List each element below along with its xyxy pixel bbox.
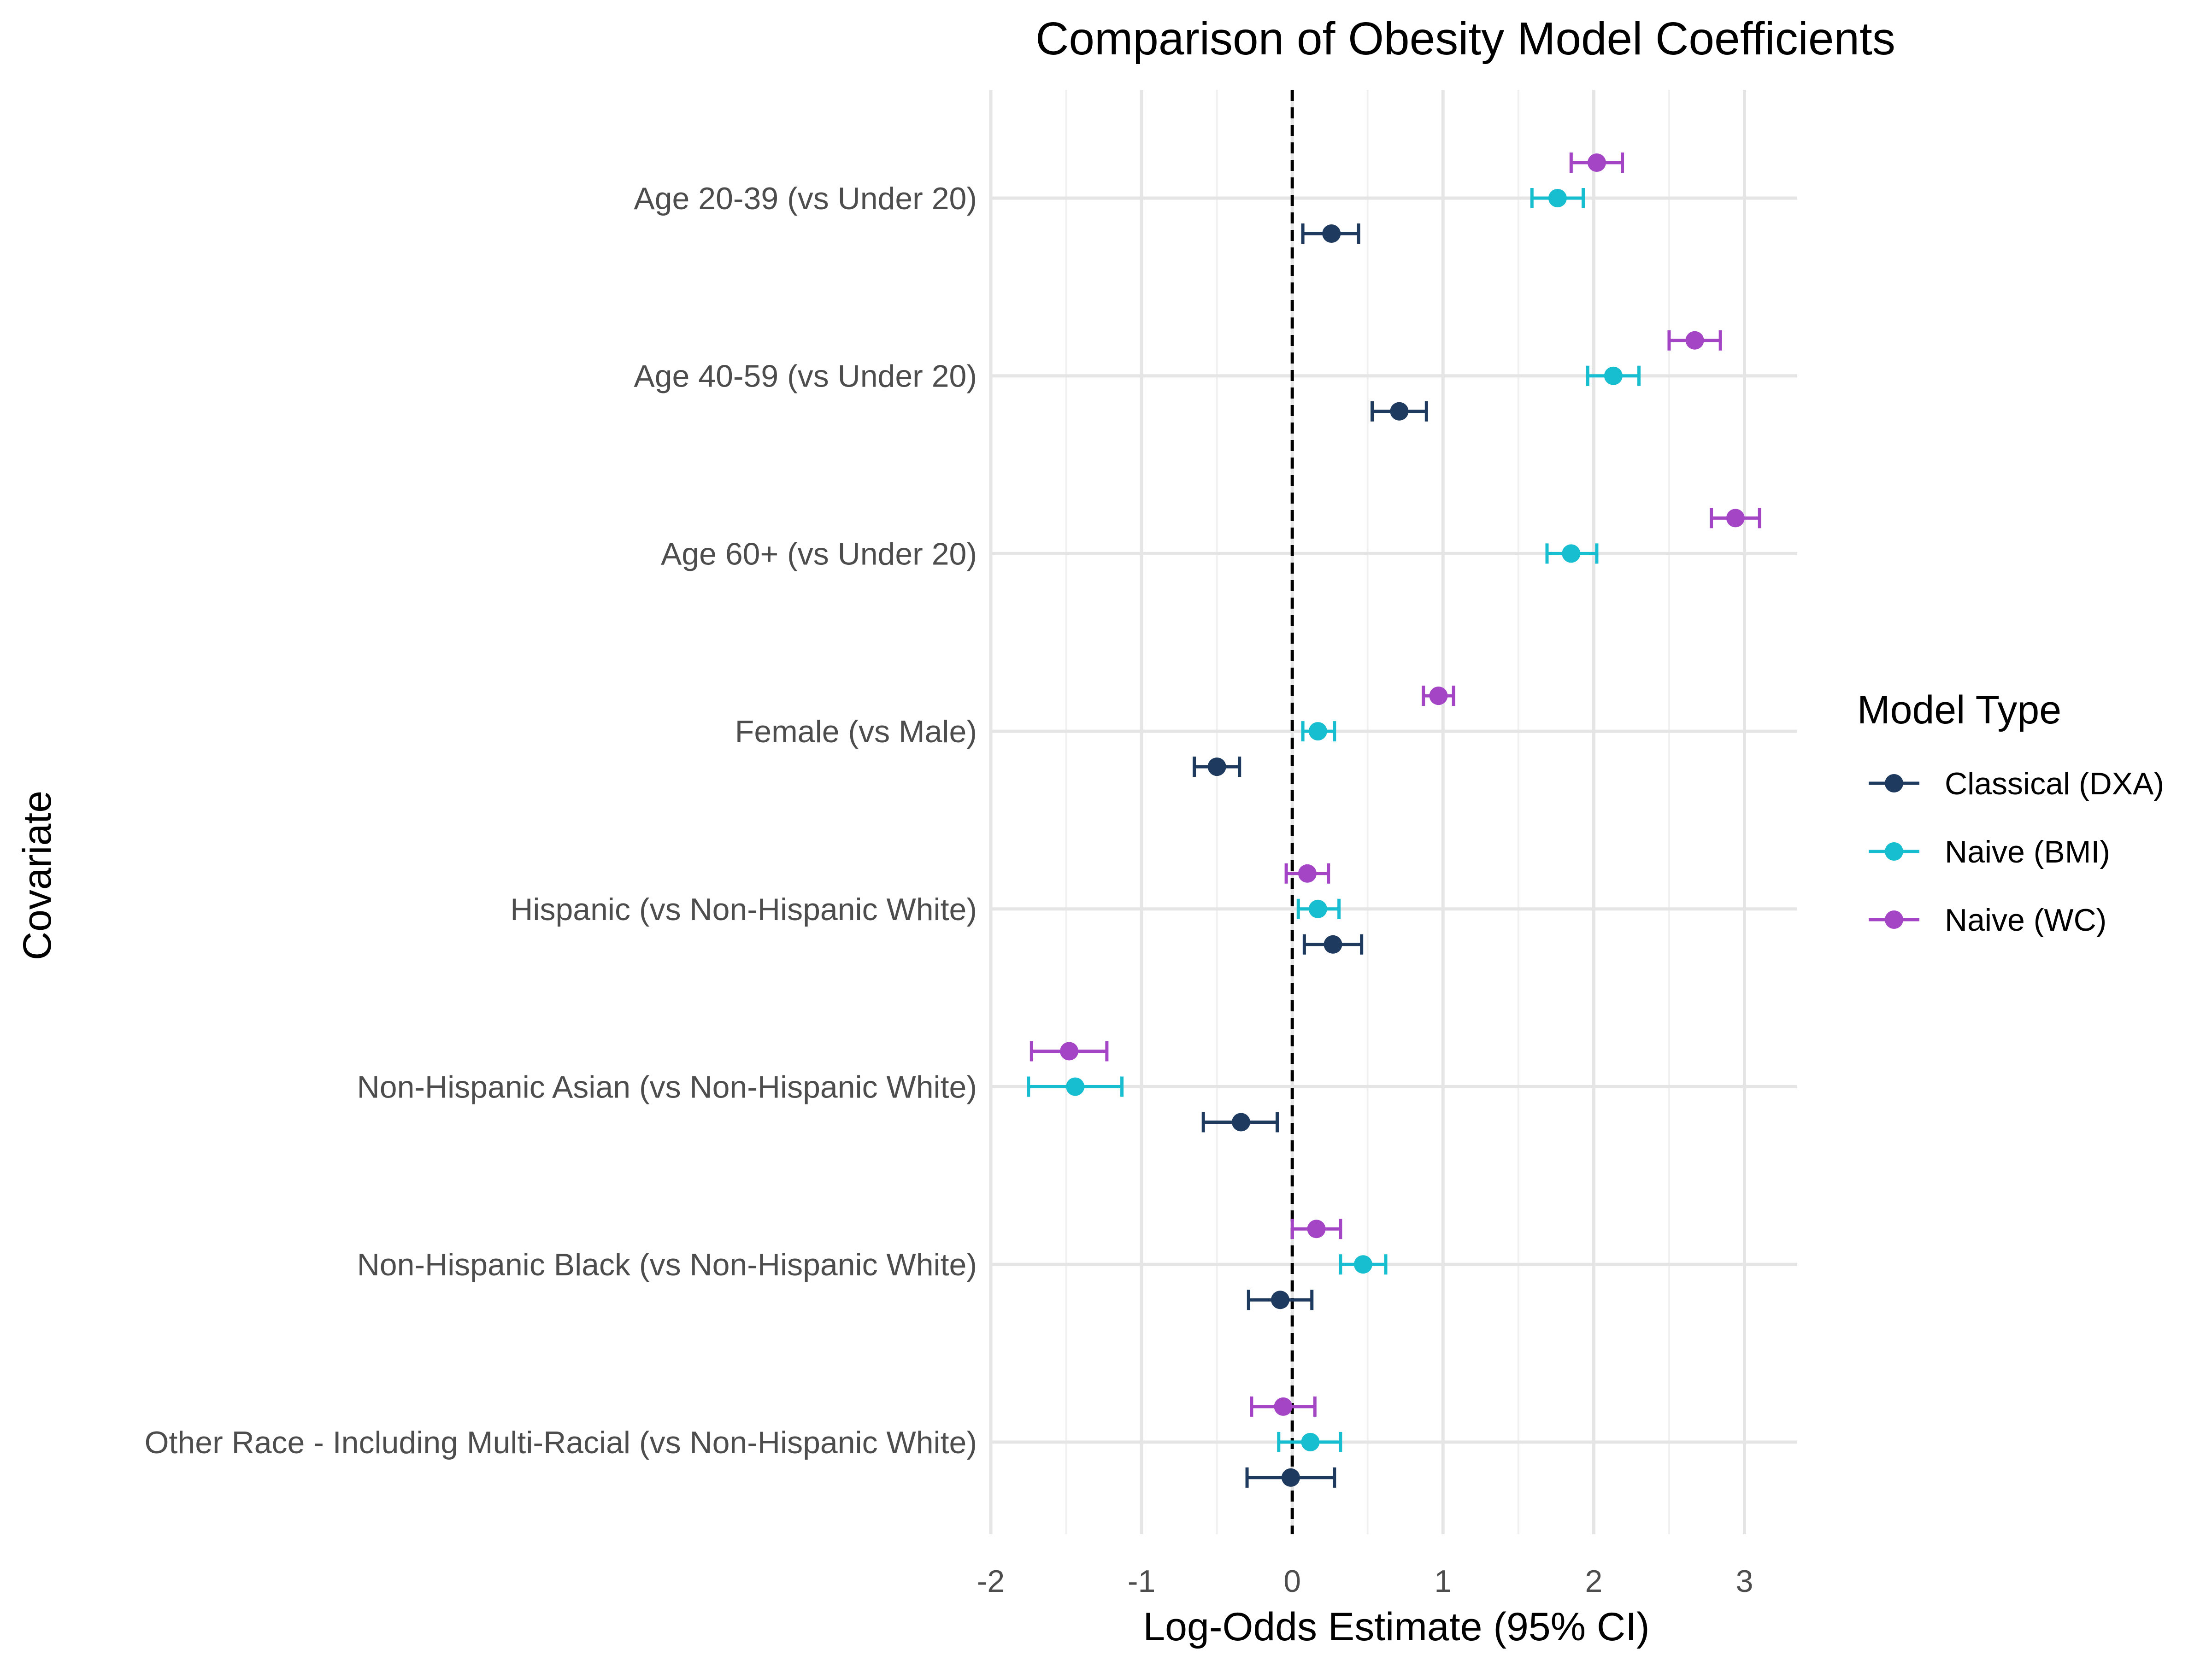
data-marks: [1027, 153, 1761, 1488]
estimate-point: [1060, 1042, 1079, 1061]
errorbar-point: [1422, 686, 1455, 706]
legend-item: Naive (BMI): [1869, 834, 2110, 869]
estimate-point: [1390, 402, 1409, 421]
y-axis-title: Covariate: [15, 791, 59, 960]
errorbar-point: [1027, 1076, 1124, 1097]
legend-item: Classical (DXA): [1869, 766, 2164, 801]
errorbar-point: [1201, 1112, 1279, 1133]
legend-label: Naive (BMI): [1945, 834, 2110, 869]
errorbar-point: [1301, 223, 1360, 244]
estimate-point: [1562, 544, 1581, 563]
estimate-point: [1281, 1468, 1300, 1487]
x-tick-label: 3: [1736, 1564, 1753, 1599]
legend-label: Classical (DXA): [1945, 766, 2164, 801]
estimate-point: [1604, 366, 1623, 385]
errorbar-point: [1290, 1219, 1342, 1239]
x-tick-label: -2: [977, 1564, 1005, 1599]
legend-items: Classical (DXA) Naive (BMI) Naive (WC): [1869, 766, 2164, 938]
y-tick-label: Female (vs Male): [735, 714, 977, 749]
errorbar-point: [1371, 401, 1428, 422]
errorbar-point: [1245, 1467, 1336, 1488]
errorbar-point: [1247, 1290, 1314, 1310]
estimate-point: [1685, 331, 1704, 350]
errorbar-point: [1530, 188, 1585, 208]
y-axis-tick-labels: Age 20-39 (vs Under 20) Age 40-59 (vs Und…: [145, 181, 977, 1460]
estimate-point: [1548, 189, 1567, 207]
estimate-point: [1429, 687, 1448, 705]
errorbar-point: [1284, 863, 1330, 884]
legend-key-point: [1885, 842, 1903, 861]
y-tick-label: Age 20-39 (vs Under 20): [634, 181, 977, 216]
estimate-point: [1301, 1432, 1320, 1451]
estimate-point: [1324, 935, 1342, 954]
estimate-point: [1271, 1291, 1290, 1309]
estimate-point: [1231, 1113, 1250, 1132]
errorbar-point: [1193, 757, 1241, 777]
estimate-point: [1308, 722, 1327, 741]
errorbar-point: [1545, 543, 1599, 564]
y-tick-label: Age 60+ (vs Under 20): [661, 536, 977, 571]
legend-item: Naive (WC): [1869, 903, 2106, 938]
estimate-point: [1308, 899, 1327, 918]
errorbar-point: [1339, 1254, 1388, 1275]
x-axis-title: Log-Odds Estimate (95% CI): [1143, 1605, 1649, 1649]
grid-lines: [989, 90, 1797, 1534]
errorbar-point: [1667, 330, 1722, 351]
errorbar-point: [1586, 365, 1641, 386]
y-tick-label: Non-Hispanic Asian (vs Non-Hispanic Whit…: [357, 1070, 977, 1105]
x-tick-label: -1: [1128, 1564, 1155, 1599]
estimate-point: [1587, 153, 1606, 172]
errorbar-point: [1250, 1396, 1317, 1417]
x-tick-label: 2: [1585, 1564, 1602, 1599]
estimate-point: [1322, 224, 1341, 243]
y-tick-label: Hispanic (vs Non-Hispanic White): [510, 892, 977, 927]
errorbar-point: [1569, 153, 1624, 173]
errorbar-point: [1296, 898, 1341, 919]
errorbar-point: [1301, 721, 1336, 742]
estimate-point: [1298, 864, 1317, 883]
errorbar-point: [1710, 508, 1761, 528]
estimate-point: [1307, 1220, 1326, 1238]
legend-title: Model Type: [1857, 688, 2061, 732]
estimate-point: [1353, 1255, 1372, 1274]
y-tick-label: Other Race - Including Multi-Racial (vs …: [145, 1425, 977, 1460]
legend-key-point: [1885, 774, 1903, 792]
estimate-point: [1274, 1397, 1293, 1416]
errorbar-point: [1302, 934, 1364, 955]
x-tick-label: 0: [1283, 1564, 1301, 1599]
x-tick-label: 1: [1434, 1564, 1452, 1599]
chart-title: Comparison of Obesity Model Coefficients: [1035, 13, 1895, 65]
x-axis-tick-labels: -2 -1 0 1 2 3: [977, 1564, 1753, 1599]
errorbar-point: [1277, 1432, 1342, 1452]
legend-key-point: [1885, 910, 1903, 929]
estimate-point: [1066, 1077, 1085, 1096]
y-tick-label: Non-Hispanic Black (vs Non-Hispanic Whit…: [357, 1247, 977, 1282]
y-tick-label: Age 40-59 (vs Under 20): [634, 359, 977, 394]
estimate-point: [1207, 757, 1226, 776]
estimate-point: [1726, 509, 1745, 528]
legend-label: Naive (WC): [1945, 903, 2106, 938]
legend: Model Type Classical (DXA) Naive (BMI) Nai…: [1857, 688, 2164, 938]
errorbar-point: [1030, 1041, 1109, 1062]
